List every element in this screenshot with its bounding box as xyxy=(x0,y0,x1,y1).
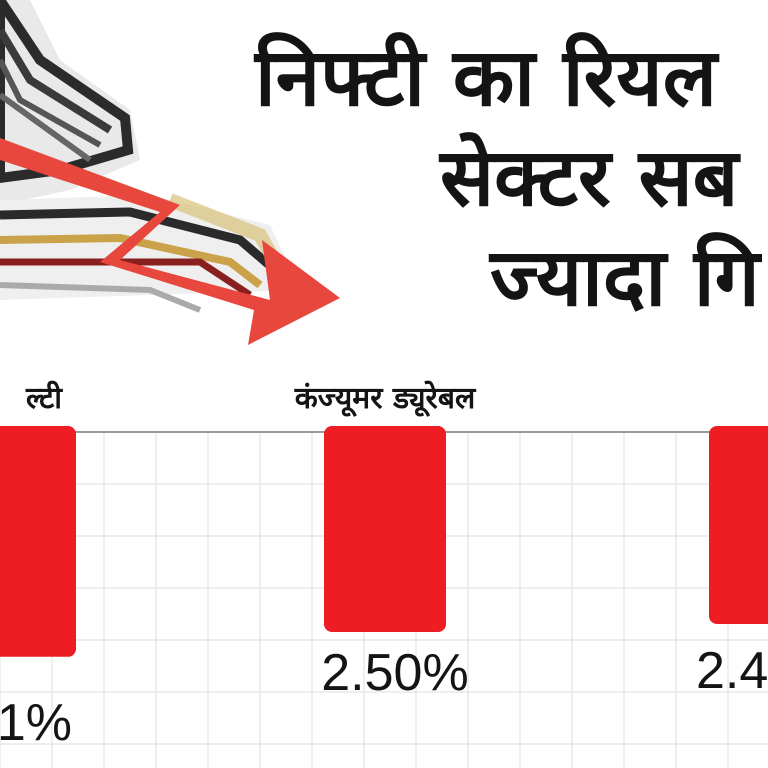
category-labels: ल्टी कंज्यूमर ड्यूरेबल xyxy=(25,380,477,417)
value-label-1: 1% xyxy=(0,694,72,752)
headline: निफ्टी का रियल सेक्टर सब ज्यादा गि xyxy=(253,31,763,324)
category-label-2: कंज्यूमर ड्यूरेबल xyxy=(294,380,477,417)
value-label-3: 2.4 xyxy=(696,642,768,700)
category-label-1: ल्टी xyxy=(25,380,63,416)
headline-line-1: निफ्टी का रियल xyxy=(253,31,720,124)
headline-line-2: सेक्टर सब xyxy=(438,131,742,224)
headline-line-3: ज्यादा गि xyxy=(488,231,763,324)
value-labels: 1% 2.50% 2.4 xyxy=(0,642,768,752)
bar-series xyxy=(0,426,768,657)
bar-3 xyxy=(709,426,768,624)
bar-2 xyxy=(324,426,446,632)
bar-1 xyxy=(0,426,76,657)
downtrend-arrow-icon xyxy=(0,138,340,345)
value-label-2: 2.50% xyxy=(321,644,468,702)
